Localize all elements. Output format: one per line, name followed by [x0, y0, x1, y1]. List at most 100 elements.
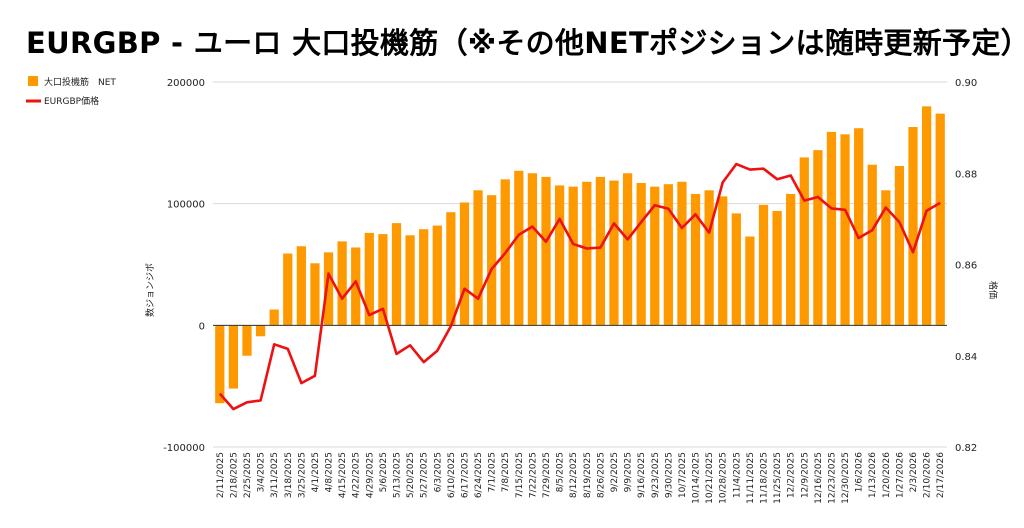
gridlines	[213, 81, 947, 448]
bar-32	[650, 186, 660, 326]
bar-33	[663, 184, 673, 326]
x-tick-36: 10/21/2025	[705, 452, 715, 504]
bar-5	[283, 253, 293, 326]
x-tick-53: 2/17/2026	[936, 452, 946, 498]
x-tick-16: 6/3/2025	[433, 452, 443, 492]
bar-52	[921, 106, 932, 326]
x-tick-52: 2/10/2026	[923, 452, 933, 498]
x-tick-5: 3/18/2025	[284, 452, 294, 498]
bar-4	[269, 309, 279, 326]
bar-53	[935, 113, 945, 326]
bar-13	[391, 223, 402, 326]
left-axis-label: 数ジョンジポ	[144, 263, 156, 317]
x-tick-50: 1/27/2026	[895, 452, 905, 498]
left-tick-3: -100000	[163, 443, 205, 454]
bar-47	[854, 128, 864, 326]
bar-30	[622, 173, 633, 326]
bar-46	[840, 134, 850, 326]
x-tick-15: 5/27/2025	[420, 452, 430, 498]
x-tick-0: 2/11/2025	[216, 452, 226, 498]
bar-20	[487, 195, 497, 326]
bar-45	[826, 131, 837, 326]
x-tick-33: 9/30/2025	[664, 452, 674, 498]
bar-26	[568, 186, 578, 326]
x-tick-39: 11/11/2025	[746, 452, 756, 504]
x-tick-11: 4/29/2025	[365, 452, 375, 498]
bar-37	[718, 196, 728, 326]
bar-24	[541, 176, 551, 326]
x-tick-32: 9/23/2025	[651, 452, 661, 498]
x-tick-6: 3/25/2025	[297, 452, 307, 498]
x-tick-34: 10/7/2025	[678, 452, 688, 498]
right-tick-1: 0.88	[955, 169, 977, 180]
x-tick-49: 1/20/2026	[882, 452, 892, 498]
x-tick-25: 8/5/2025	[556, 452, 566, 492]
bar-27	[582, 181, 592, 326]
bar-22	[514, 170, 524, 326]
left-tick-0: 200000	[167, 78, 205, 89]
bar-51	[908, 127, 918, 326]
x-tick-17: 6/10/2025	[447, 452, 457, 498]
x-tick-27: 8/19/2025	[583, 452, 593, 498]
bar-0	[215, 325, 225, 404]
x-tick-51: 2/3/2026	[909, 452, 919, 493]
right-tick-2: 0.86	[955, 261, 977, 272]
bar-19	[473, 190, 483, 326]
x-tick-30: 9/9/2025	[624, 452, 634, 492]
bar-44	[813, 150, 823, 326]
right-axis-ticks: 0.90 0.88 0.86 0.84 0.82	[955, 78, 977, 454]
x-tick-20: 7/1/2025	[488, 452, 498, 492]
bar-48	[867, 164, 877, 326]
x-tick-10: 4/22/2025	[352, 452, 362, 498]
right-tick-3: 0.84	[955, 352, 977, 363]
bar-38	[731, 213, 741, 326]
x-tick-4: 3/11/2025	[270, 452, 280, 498]
x-tick-44: 12/16/2025	[814, 452, 824, 504]
x-tick-47: 1/6/2026	[855, 452, 865, 493]
bar-11	[364, 232, 374, 326]
right-tick-0: 0.90	[955, 78, 977, 89]
x-tick-8: 4/8/2025	[325, 452, 335, 492]
bar-25	[554, 185, 565, 326]
x-tick-45: 12/23/2025	[827, 452, 837, 504]
x-tick-31: 9/16/2025	[637, 452, 647, 498]
bar-14	[405, 235, 415, 326]
bar-18	[459, 202, 470, 326]
x-tick-24: 7/29/2025	[542, 452, 552, 498]
x-tick-23: 7/22/2025	[528, 452, 538, 498]
x-axis-ticks: 2/11/2025 2/18/2025 2/25/2025 3/4/2025 3/11/…	[216, 452, 946, 504]
x-tick-26: 8/12/2025	[569, 452, 579, 498]
bar-series-net	[215, 106, 945, 404]
x-tick-22: 7/15/2025	[515, 452, 525, 498]
bar-12	[378, 234, 388, 326]
bar-31	[636, 182, 646, 326]
x-tick-28: 8/26/2025	[596, 452, 606, 498]
bar-3	[255, 325, 266, 337]
bar-15	[419, 229, 429, 326]
x-tick-29: 9/2/2025	[610, 452, 620, 492]
line-series-price	[218, 162, 941, 411]
x-tick-38: 11/4/2025	[732, 452, 742, 498]
right-axis-label: 格価	[987, 281, 999, 299]
left-axis-ticks: 200000 100000 0 -100000	[163, 78, 205, 454]
bar-6	[296, 246, 306, 326]
x-tick-14: 5/20/2025	[406, 452, 416, 498]
x-tick-40: 11/18/2025	[760, 452, 770, 504]
bar-8	[323, 252, 334, 326]
x-tick-46: 12/30/2025	[841, 452, 851, 504]
legend-label-net: 大口投機筋 NET	[44, 76, 116, 88]
bar-7	[310, 263, 320, 326]
bar-41	[772, 210, 782, 326]
x-tick-18: 6/17/2025	[460, 452, 470, 498]
bar-10	[351, 247, 361, 326]
bar-17	[446, 212, 456, 326]
bar-2	[242, 325, 252, 356]
legend-swatch-net	[28, 76, 38, 86]
bar-43	[799, 157, 809, 326]
bar-29	[609, 180, 619, 326]
bar-23	[527, 173, 538, 326]
x-tick-35: 10/14/2025	[692, 452, 702, 504]
x-tick-41: 11/25/2025	[773, 452, 783, 504]
x-tick-13: 5/13/2025	[393, 452, 403, 498]
bar-1	[228, 325, 239, 389]
